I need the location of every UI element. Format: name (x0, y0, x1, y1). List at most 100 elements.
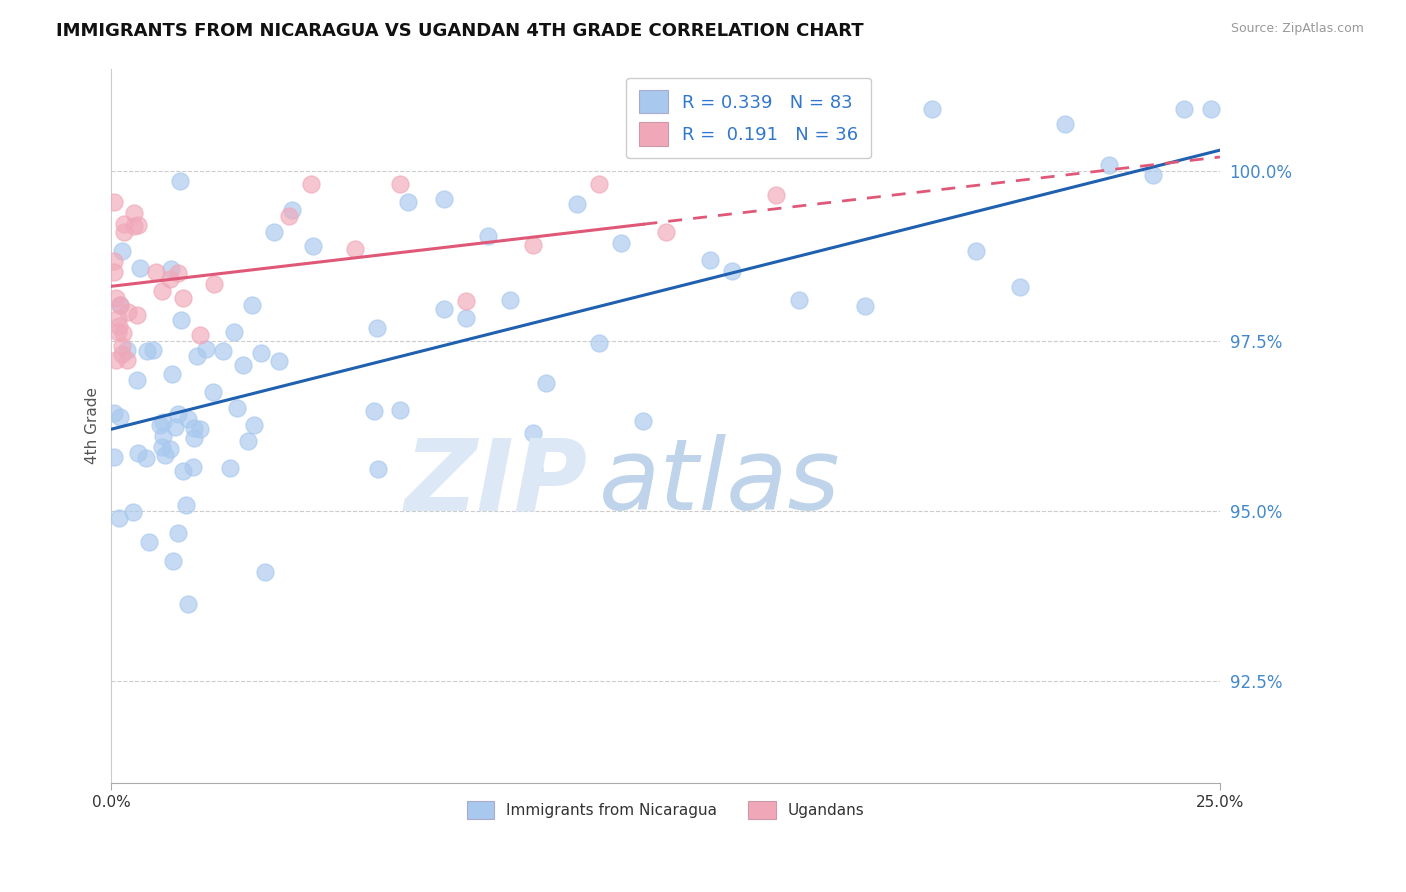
Point (117, 353, 139, 368)
Point (122, 206, 145, 220)
Point (159, 261, 181, 276)
Point (186, 350, 208, 364)
Point (363, 404, 385, 418)
Point (107, 325, 129, 339)
Point (103, 254, 125, 268)
Point (135, 451, 157, 466)
Point (167, 407, 190, 421)
Point (523, 462, 546, 476)
Point (110, 339, 132, 353)
Point (112, 217, 135, 231)
Point (366, 321, 388, 335)
Point (127, 446, 149, 460)
Point (145, 265, 167, 279)
Point (107, 310, 129, 325)
Point (103, 265, 125, 279)
Point (522, 426, 544, 441)
Point (103, 450, 125, 465)
Point (122, 219, 145, 233)
Point (138, 534, 160, 549)
Point (588, 178, 610, 192)
Point (183, 459, 205, 474)
Text: ZIP: ZIP (405, 434, 588, 532)
Point (388, 402, 411, 417)
Point (117, 343, 139, 358)
Point (240, 298, 263, 312)
Point (787, 293, 810, 307)
Point (633, 414, 655, 428)
Point (183, 431, 205, 445)
Point (765, 187, 787, 202)
Point (103, 406, 125, 420)
Point (1053, 117, 1076, 131)
Point (219, 461, 242, 475)
Point (281, 203, 304, 218)
Point (142, 343, 165, 358)
Point (388, 178, 411, 192)
Point (170, 313, 193, 327)
Point (112, 225, 135, 239)
Point (1173, 103, 1195, 117)
Point (202, 385, 225, 400)
Point (108, 409, 131, 424)
Point (522, 238, 544, 252)
Point (103, 195, 125, 210)
Point (104, 292, 127, 306)
Legend: Immigrants from Nicaragua, Ugandans: Immigrants from Nicaragua, Ugandans (461, 795, 870, 825)
Point (169, 174, 191, 188)
Point (243, 417, 266, 432)
Point (172, 291, 194, 305)
Point (367, 462, 389, 476)
Point (965, 244, 987, 259)
Point (1098, 158, 1121, 172)
Point (125, 308, 148, 322)
Point (499, 293, 522, 307)
Point (456, 293, 478, 308)
Text: IMMIGRANTS FROM NICARAGUA VS UGANDAN 4TH GRADE CORRELATION CHART: IMMIGRANTS FROM NICARAGUA VS UGANDAN 4TH… (56, 22, 863, 40)
Point (153, 448, 176, 462)
Point (277, 209, 299, 223)
Point (150, 440, 173, 454)
Point (111, 347, 134, 361)
Point (654, 225, 676, 239)
Point (159, 442, 181, 457)
Point (188, 328, 211, 343)
Point (104, 352, 127, 367)
Point (159, 272, 181, 286)
Point (433, 301, 456, 316)
Point (172, 464, 194, 478)
Point (177, 412, 200, 426)
Point (117, 304, 139, 318)
Point (344, 242, 367, 256)
Point (136, 344, 159, 359)
Text: atlas: atlas (599, 434, 841, 532)
Point (174, 498, 197, 512)
Point (921, 103, 943, 117)
Point (150, 285, 173, 299)
Point (122, 505, 145, 519)
Point (1199, 103, 1222, 117)
Point (202, 277, 225, 292)
Point (111, 244, 134, 259)
Point (167, 525, 190, 540)
Point (254, 565, 277, 579)
Point (1010, 279, 1032, 293)
Point (238, 434, 260, 449)
Point (152, 429, 174, 443)
Point (108, 511, 131, 525)
Point (177, 598, 200, 612)
Point (1142, 168, 1164, 182)
Point (165, 419, 187, 434)
Point (108, 298, 131, 312)
Point (588, 336, 610, 351)
Point (477, 228, 499, 243)
Point (263, 225, 285, 239)
Point (853, 299, 876, 313)
Point (129, 261, 152, 276)
Point (721, 263, 744, 277)
Point (396, 194, 419, 209)
Point (456, 311, 478, 326)
Point (433, 192, 456, 206)
Point (149, 417, 172, 432)
Point (194, 343, 217, 357)
